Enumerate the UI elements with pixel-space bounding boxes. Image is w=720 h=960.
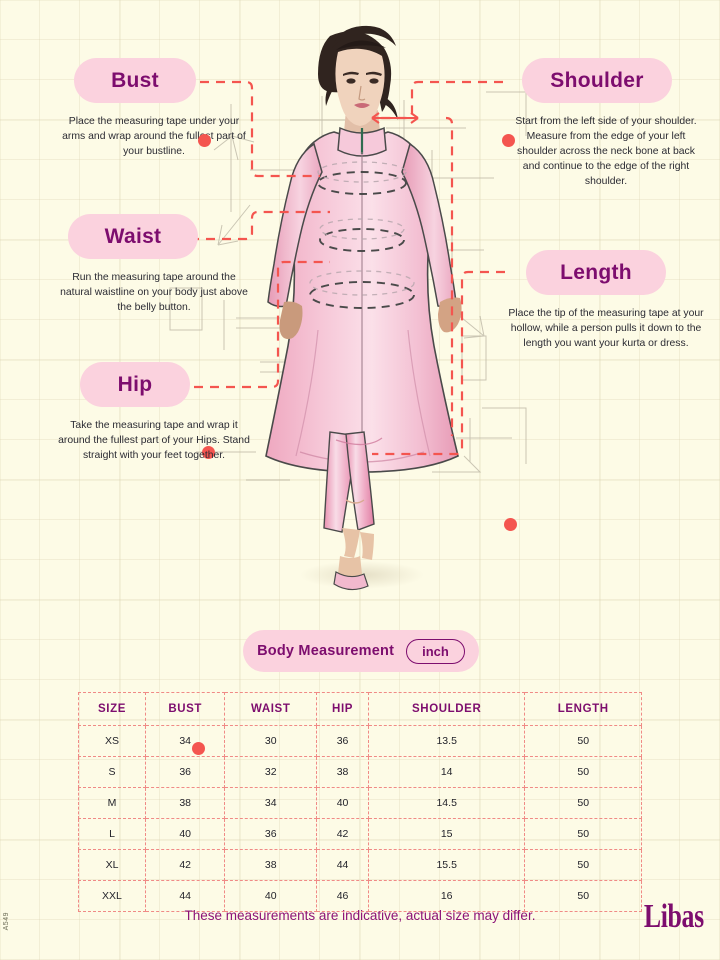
callout-hip-pill[interactable]: Hip — [80, 362, 190, 407]
bust-measure-line — [317, 171, 407, 195]
disclaimer-note: These measurements are indicative, actua… — [184, 908, 536, 923]
connector-length — [372, 270, 505, 456]
callout-bust: Bust Place the measuring tape under your… — [56, 58, 252, 159]
callout-bust-label: Bust — [111, 68, 159, 92]
body-measurement-banner: Body Measurement inch — [243, 630, 479, 672]
column-header-size: SIZE — [78, 692, 146, 726]
libas-logo: Libas — [644, 898, 704, 935]
callout-length: Length Place the tip of the measuring ta… — [504, 250, 704, 531]
measure-cell-hip: 40 — [316, 787, 369, 819]
measure-cell-length: 50 — [524, 787, 642, 819]
column-header-waist: WAIST — [224, 692, 318, 726]
connector-waist — [158, 210, 330, 241]
callout-length-description: Place the tip of the measuring tape at y… — [508, 308, 704, 350]
table-row: XS 34 30 36 13.5 50 — [78, 725, 642, 757]
callout-waist-description: Run the measuring tape around the natura… — [60, 272, 248, 314]
measure-cell-length: 50 — [524, 849, 642, 881]
measure-cell-length: 50 — [524, 880, 642, 912]
measure-cell-hip: 36 — [316, 725, 369, 757]
connector-lines — [146, 80, 505, 456]
callout-shoulder-pill[interactable]: Shoulder — [522, 58, 672, 103]
callout-hip: Hip Take the measuring tape and wrap it … — [56, 362, 252, 755]
measure-cell-bust: 42 — [144, 849, 226, 881]
measure-cell-waist: 32 — [224, 756, 318, 788]
measure-cell-waist: 40 — [224, 880, 318, 912]
measure-cell-hip: 42 — [316, 818, 369, 850]
size-cell: S — [78, 756, 146, 788]
connector-dot-bust — [198, 134, 211, 147]
column-header-length: LENGTH — [524, 692, 642, 726]
measure-cell-shoulder: 14.5 — [367, 787, 526, 819]
table-row: XL 42 38 44 15.5 50 — [78, 849, 642, 881]
measure-cell-shoulder: 15.5 — [367, 849, 526, 881]
callout-length-label: Length — [560, 260, 632, 284]
connector-hip — [146, 260, 330, 389]
column-header-bust: BUST — [144, 692, 226, 726]
shoulder-arrow — [371, 112, 419, 124]
measure-cell-bust: 44 — [144, 880, 226, 912]
hip-measure-line — [309, 281, 415, 309]
measure-cell-length: 50 — [524, 818, 642, 850]
callout-bust-description: Place the measuring tape under your arms… — [62, 116, 246, 158]
size-cell: XXL — [78, 880, 146, 912]
table-row: XXL 44 40 46 16 50 — [78, 880, 642, 912]
model-figure — [265, 25, 462, 591]
fashion-illustration — [146, 25, 527, 591]
measure-cell-bust: 40 — [144, 818, 226, 850]
waist-measure-line — [319, 228, 405, 252]
callout-hip-description: Take the measuring tape and wrap it arou… — [58, 420, 250, 462]
measure-cell-bust: 36 — [144, 756, 226, 788]
size-cell: M — [78, 787, 146, 819]
callout-waist-label: Waist — [104, 224, 162, 248]
callout-shoulder-description: Start from the left side of your shoulde… — [515, 116, 697, 188]
connector-bust — [200, 80, 320, 178]
column-header-shoulder: SHOULDER — [367, 692, 526, 726]
body-measurement-title: Body Measurement — [257, 643, 395, 659]
table-header-row: SIZE BUST WAIST HIP SHOULDER LENGTH — [78, 692, 642, 726]
size-cell: L — [78, 818, 146, 850]
measure-cell-length: 50 — [524, 725, 642, 757]
size-cell: XS — [78, 725, 146, 757]
callout-hip-label: Hip — [117, 372, 153, 396]
measure-cell-shoulder: 13.5 — [367, 725, 526, 757]
size-table: SIZE BUST WAIST HIP SHOULDER LENGTH XS 34 30 36 1… — [78, 692, 642, 912]
callout-length-pill[interactable]: Length — [526, 250, 666, 295]
technical-sketch-marks — [169, 91, 527, 481]
callout-shoulder-label: Shoulder — [550, 68, 644, 92]
body-measure-lines — [309, 171, 415, 309]
measure-cell-bust: 34 — [144, 725, 226, 757]
measure-cell-waist: 30 — [224, 725, 318, 757]
measure-cell-shoulder: 14 — [367, 756, 526, 788]
measure-cell-hip: 44 — [316, 849, 369, 881]
measure-cell-waist: 38 — [224, 849, 318, 881]
measure-cell-shoulder: 15 — [367, 818, 526, 850]
size-table-body: XS 34 30 36 13.5 50 S 36 32 38 14 50 M 38 34 40 14.5 50 L 4… — [78, 725, 642, 912]
size-table-head: SIZE BUST WAIST HIP SHOULDER LENGTH — [78, 692, 642, 726]
unit-toggle-inch[interactable]: inch — [406, 638, 465, 664]
table-row: S 36 32 38 14 50 — [78, 756, 642, 788]
measure-cell-waist: 36 — [224, 818, 318, 850]
connector-shoulder — [378, 80, 503, 120]
measure-cell-bust: 38 — [144, 787, 226, 819]
size-cell: XL — [78, 849, 146, 881]
measure-cell-shoulder: 16 — [367, 880, 526, 912]
table-row: L 40 36 42 15 50 — [78, 818, 642, 850]
connector-dot-length — [504, 518, 517, 531]
measure-cell-waist: 34 — [224, 787, 318, 819]
callout-shoulder: Shoulder Start from the left side of you… — [502, 58, 704, 189]
callout-bust-pill[interactable]: Bust — [74, 58, 196, 103]
measure-cell-hip: 46 — [316, 880, 369, 912]
measure-cell-length: 50 — [524, 756, 642, 788]
side-code-text: A549 — [3, 912, 10, 931]
column-header-hip: HIP — [316, 692, 369, 726]
connector-dot-shoulder — [502, 134, 515, 147]
callout-waist: Waist Run the measuring tape around the … — [56, 214, 252, 459]
callout-waist-pill[interactable]: Waist — [68, 214, 198, 259]
table-row: M 38 34 40 14.5 50 — [78, 787, 642, 819]
measure-cell-hip: 38 — [316, 756, 369, 788]
connector-length-aux — [445, 116, 454, 436]
connector-dot-waist — [202, 446, 215, 459]
